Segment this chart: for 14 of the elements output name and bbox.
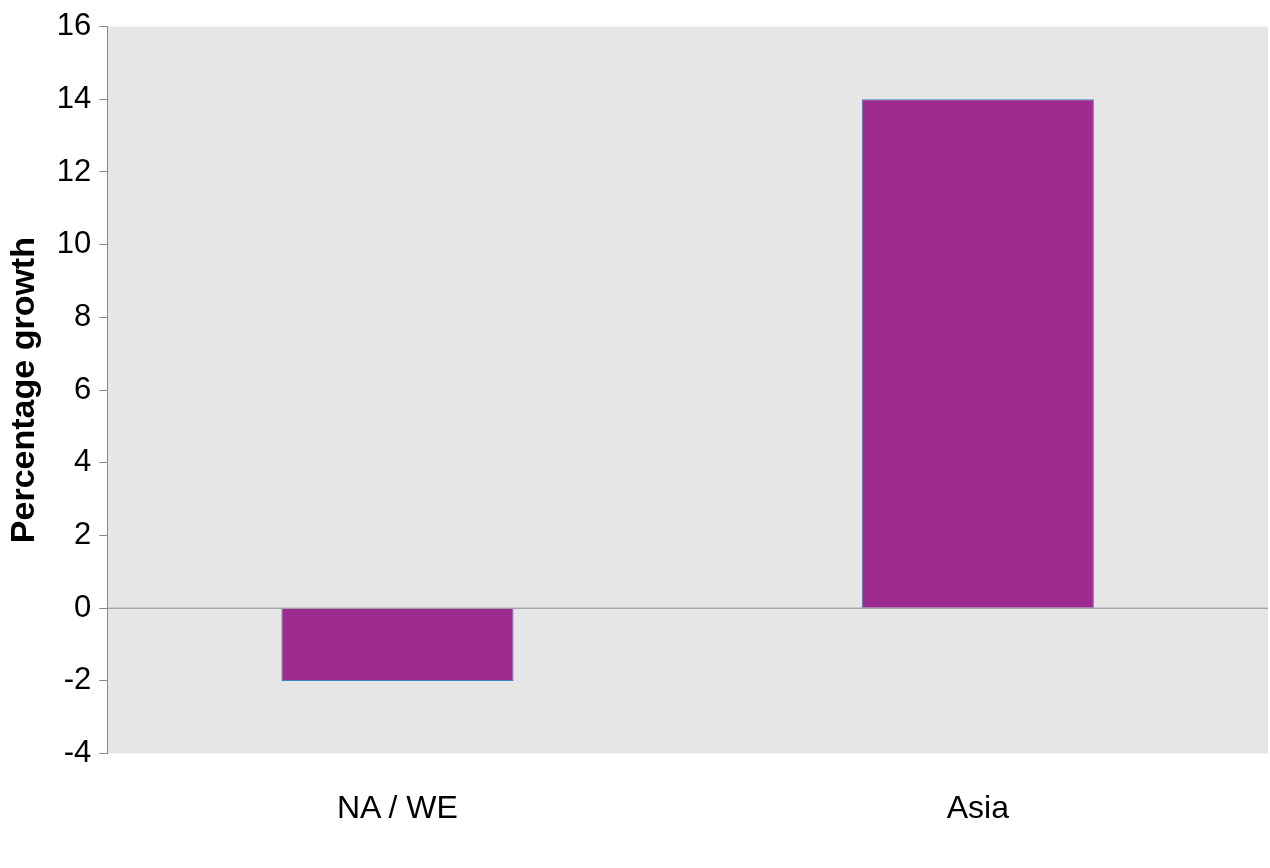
x-tick-label: Asia xyxy=(946,788,1010,825)
y-tick-label: 16 xyxy=(56,7,92,43)
y-tick-label: 10 xyxy=(56,225,92,261)
y-axis-title: Percentage growth xyxy=(2,237,41,544)
y-tick-label: 2 xyxy=(74,516,92,552)
y-tick-label: 0 xyxy=(74,588,92,624)
y-tick-label: 14 xyxy=(56,79,92,115)
y-tick-label: -4 xyxy=(63,734,92,770)
x-tick-label: NA / WE xyxy=(337,788,458,825)
y-tick-label: 4 xyxy=(74,443,92,479)
y-tick-label: 12 xyxy=(56,152,92,188)
y-tick-label: -2 xyxy=(63,661,92,697)
y-tick-label: 8 xyxy=(74,297,92,333)
y-tick-label: 6 xyxy=(74,370,92,406)
